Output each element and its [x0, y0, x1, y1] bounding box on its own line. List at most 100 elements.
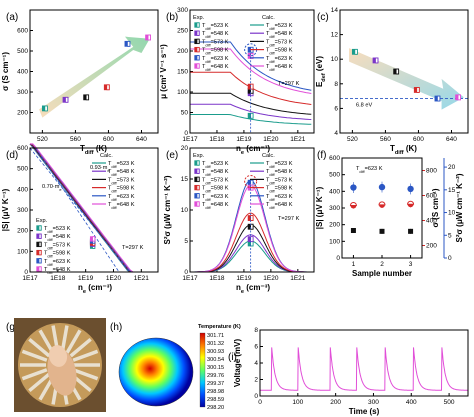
- legend-marker: [194, 46, 200, 53]
- y-tick-label: 100: [329, 238, 340, 245]
- mass-line-high: [29, 147, 131, 273]
- marker-border: [83, 94, 90, 101]
- legend-marker: [194, 160, 200, 166]
- x-tick-label: 400: [406, 399, 417, 406]
- x-tick-label: 1E18: [209, 136, 225, 143]
- legend-label: Tdiff=623 K: [44, 259, 71, 267]
- marker-left: [248, 224, 251, 230]
- panel-b: 1E17 1E18 1E19 1E20 1E21 0 50 100 150 200 250 300 Ex…: [159, 7, 312, 156]
- legend-label: Tdiff=598 K: [202, 48, 229, 56]
- power-factor-point: [407, 185, 414, 193]
- legend-label: Tdiff=548 K: [44, 234, 71, 242]
- legend-label: Tdiff=573 K: [266, 39, 293, 47]
- marker-left: [194, 185, 197, 190]
- y-tick-label: 100: [177, 89, 188, 96]
- plot-frame: [339, 9, 469, 134]
- x-tick-label: 3: [409, 261, 413, 268]
- marker-border: [393, 68, 400, 75]
- colorbar-tick: 298.98: [207, 389, 224, 395]
- marker-left: [393, 69, 397, 74]
- y-tick-label: 6: [334, 105, 338, 112]
- legend-head-calc: Calc.: [262, 15, 275, 21]
- x-tick-label: 640: [136, 136, 147, 143]
- colorbar-tick: 300.15: [207, 365, 224, 371]
- panel-label-h: (h): [110, 322, 122, 333]
- legend-label: Tdiff=548 K: [266, 169, 293, 177]
- y-tick-label: 15: [181, 176, 189, 183]
- marker-left: [414, 87, 417, 93]
- panel-label-i: (i): [228, 352, 237, 363]
- y2-tick-label: 800: [426, 168, 437, 175]
- marker-left: [36, 225, 39, 231]
- marker-border: [194, 22, 200, 28]
- y-tick-label: 4: [254, 360, 258, 367]
- y-tick-label: 0: [24, 269, 28, 276]
- legend-label: Tdiff=548 K: [108, 169, 135, 177]
- legend-head-calc: Calc.: [262, 153, 275, 159]
- panel-h-heatmap: Temperature (K) 301.71 301.32 300.93 300.54 3…: [118, 324, 241, 411]
- legend-label: Tdiff=598 K: [108, 186, 135, 194]
- data-point: [413, 87, 420, 93]
- marker-border: [413, 87, 420, 93]
- legend-label: Tdiff=523 K: [266, 161, 293, 169]
- y2-tick-label: 200: [426, 243, 437, 250]
- legend-marker: [36, 233, 42, 239]
- y-tick-label: 0: [184, 269, 188, 276]
- y-tick-label: 10: [331, 56, 339, 63]
- legend-label: Tdiff=523 K: [202, 161, 229, 169]
- y-tick-label: 400: [329, 188, 340, 195]
- thermoelectric-leg: [21, 368, 48, 381]
- seebeck-point: [350, 228, 356, 233]
- series-line: [190, 114, 312, 125]
- marker-left: [36, 242, 39, 247]
- marker-border: [89, 236, 96, 242]
- plot-frame: [341, 157, 423, 259]
- data-point: [372, 57, 379, 64]
- colorbar-title: Temperature (K): [198, 324, 241, 330]
- marker-border: [194, 193, 200, 199]
- marker-border: [194, 63, 200, 69]
- panel-label-g: (g): [6, 322, 18, 333]
- legend-label: Tdiff=548 K: [202, 31, 229, 39]
- fingernail: [48, 345, 68, 367]
- y-tick-label: 400: [17, 69, 28, 76]
- thermoelectric-leg: [21, 349, 48, 362]
- y-tick-label: 200: [17, 228, 28, 235]
- thermoelectric-leg: [72, 368, 99, 381]
- marker-border: [194, 184, 200, 191]
- legend-label: Tdiff=598 K: [44, 251, 71, 259]
- marker-border: [36, 258, 42, 264]
- legend-marker: [36, 249, 42, 256]
- legend-label: Tdiff=598 K: [266, 186, 293, 194]
- y-axis-label: Voltage (mV): [233, 339, 242, 388]
- x-tick-label: 1E17: [182, 275, 198, 282]
- x-tick-label: 1E19: [78, 275, 94, 282]
- thermoelectric-leg: [28, 372, 51, 393]
- legend-marker: [194, 201, 200, 207]
- condition-note: Tdiff=623 K: [356, 166, 383, 174]
- data-point: [145, 34, 151, 41]
- marker-left: [248, 180, 251, 186]
- trend-arrow: [349, 48, 464, 110]
- marker-left: [194, 63, 197, 69]
- x-tick-label: 560: [380, 136, 391, 143]
- marker-left: [248, 113, 251, 119]
- y-axis-label: |S| (μV K⁻¹): [315, 186, 324, 229]
- marker-left: [373, 57, 376, 63]
- y-tick-label: 500: [17, 48, 28, 55]
- temperature-note: T=297 K: [278, 216, 300, 222]
- marker-left: [63, 97, 66, 103]
- marker-border: [124, 40, 131, 47]
- x-tick-label: 1E20: [263, 275, 279, 282]
- y-axis-label: S²σ (μW cm⁻¹ K⁻²): [163, 175, 172, 244]
- legend-label: Tdiff=623 K: [108, 194, 135, 202]
- conductivity-point-bottom: [407, 204, 414, 208]
- x-axis-label: Tdiff (K): [390, 144, 417, 156]
- mass-label-low: 0.70·me: [42, 184, 62, 192]
- mass-label-high: 0.93·me: [90, 165, 110, 173]
- colorbar-tick: 301.71: [207, 333, 224, 339]
- colorbar-tick: 299.76: [207, 373, 224, 379]
- x-tick-label: 560: [70, 136, 81, 143]
- marker-border: [194, 168, 200, 174]
- marker-border: [194, 201, 200, 207]
